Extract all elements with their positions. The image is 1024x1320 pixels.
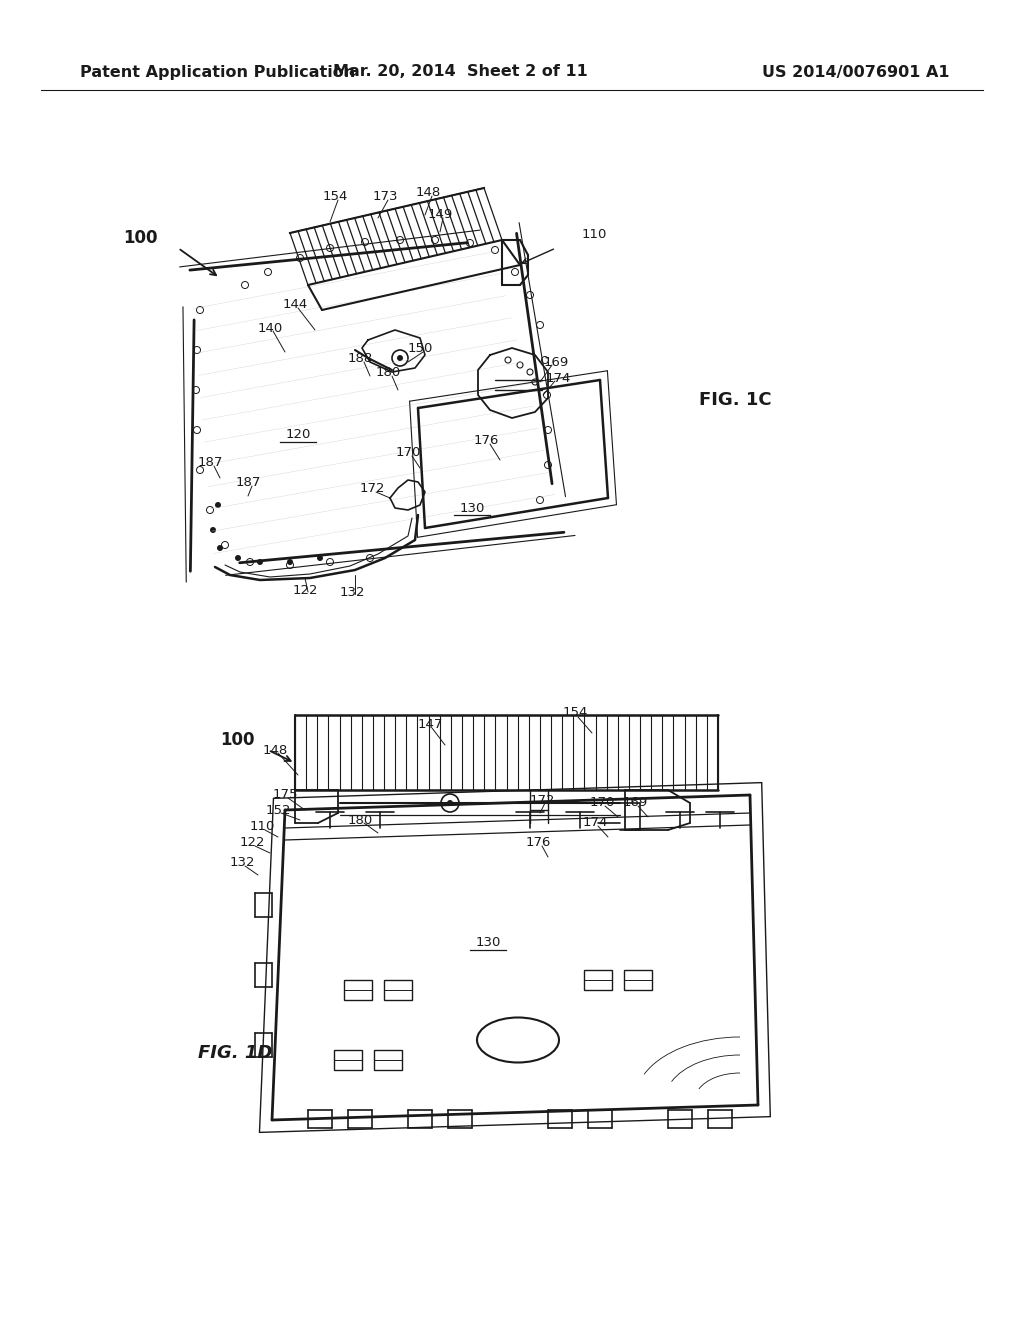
Text: 148: 148	[262, 743, 288, 756]
Text: FIG. 1D: FIG. 1D	[198, 1044, 272, 1063]
Text: 122: 122	[292, 583, 317, 597]
Text: 169: 169	[623, 796, 647, 809]
Text: Patent Application Publication: Patent Application Publication	[80, 65, 355, 79]
Text: 154: 154	[562, 706, 588, 719]
Text: 172: 172	[529, 793, 555, 807]
Text: 122: 122	[240, 837, 265, 850]
Bar	[344, 979, 372, 1001]
Bar	[384, 979, 412, 1001]
Text: 187: 187	[198, 455, 222, 469]
Text: 100: 100	[124, 228, 158, 247]
Text: 174: 174	[583, 817, 607, 829]
Text: 100: 100	[220, 731, 255, 748]
Text: 110: 110	[582, 228, 607, 242]
Text: 174: 174	[546, 371, 570, 384]
Text: 132: 132	[229, 857, 255, 870]
Bar	[624, 970, 652, 990]
Circle shape	[287, 558, 293, 565]
Text: 176: 176	[473, 433, 499, 446]
Text: 180: 180	[376, 366, 400, 379]
Text: 180: 180	[347, 813, 373, 826]
Text: 120: 120	[286, 429, 310, 441]
Text: 144: 144	[283, 298, 307, 312]
Text: 170: 170	[590, 796, 614, 809]
Text: 169: 169	[544, 355, 568, 368]
Text: 152: 152	[265, 804, 291, 817]
Text: 132: 132	[339, 586, 365, 598]
Text: 147: 147	[418, 718, 442, 731]
Text: 154: 154	[323, 190, 348, 202]
Text: 170: 170	[395, 446, 421, 458]
Bar	[374, 1049, 402, 1071]
Text: US 2014/0076901 A1: US 2014/0076901 A1	[763, 65, 950, 79]
Text: 140: 140	[257, 322, 283, 334]
Text: 110: 110	[249, 821, 274, 833]
Bar	[584, 970, 612, 990]
Text: 187: 187	[236, 475, 261, 488]
Text: 130: 130	[460, 502, 484, 515]
Text: 173: 173	[373, 190, 397, 202]
Text: 148: 148	[416, 186, 440, 198]
Circle shape	[215, 502, 221, 508]
Circle shape	[210, 527, 216, 533]
Text: 176: 176	[525, 837, 551, 850]
Circle shape	[317, 554, 323, 561]
Text: FIG. 1C: FIG. 1C	[698, 391, 771, 409]
Text: 172: 172	[359, 482, 385, 495]
Bar	[334, 1049, 362, 1071]
Circle shape	[257, 558, 263, 565]
Circle shape	[234, 554, 241, 561]
Circle shape	[397, 355, 403, 360]
Text: 150: 150	[408, 342, 433, 355]
Circle shape	[447, 800, 453, 807]
Text: 188: 188	[347, 351, 373, 364]
Text: Mar. 20, 2014  Sheet 2 of 11: Mar. 20, 2014 Sheet 2 of 11	[333, 65, 588, 79]
Text: 130: 130	[475, 936, 501, 949]
Circle shape	[217, 545, 223, 550]
Text: 175: 175	[272, 788, 298, 801]
Text: 149: 149	[427, 209, 453, 222]
